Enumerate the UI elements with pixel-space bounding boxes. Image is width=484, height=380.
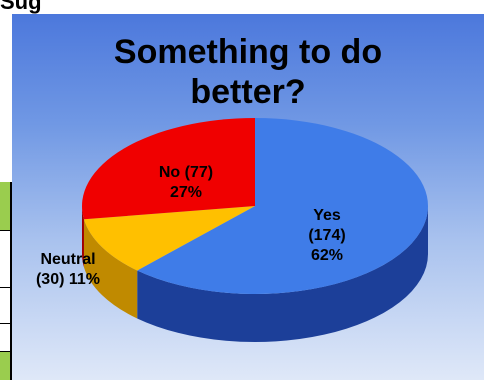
table-divider: [0, 323, 12, 324]
pie-side-neutral: [83, 219, 138, 319]
top-strip: Sug: [0, 0, 484, 14]
chart-title-line-2: better?: [190, 73, 306, 111]
chart-title-line-1: Something to do: [113, 33, 383, 71]
slice-label-line: Yes: [313, 207, 341, 224]
table-cell: [0, 182, 12, 230]
pie-slice-no: [82, 118, 255, 220]
chart-title: Something to do better?: [12, 32, 484, 112]
slice-label-line: 27%: [170, 184, 202, 201]
slice-label-yes: Yes (174) 62%: [308, 207, 345, 264]
table-divider: [0, 287, 12, 288]
pie-side-no: [82, 206, 84, 268]
slice-label-neutral: Neutral (30) 11%: [36, 251, 100, 288]
table-cell: [0, 231, 12, 287]
chart-panel: Something to do better? Yes (174) 62% Neutr…: [12, 14, 484, 380]
slice-label-no: No (77) 27%: [159, 164, 213, 201]
table-cell: [0, 324, 12, 351]
slice-label-line: (30) 11%: [36, 271, 100, 288]
pie-chart: Yes (174) 62% Neutral (30) 11% No (77) 27%: [36, 118, 428, 342]
table-divider: [0, 351, 12, 352]
left-table-edge: [0, 182, 12, 380]
slice-label-line: 62%: [311, 247, 343, 264]
slice-label-line: (174): [308, 227, 345, 244]
pie-slice-neutral: [83, 206, 255, 271]
table-cell: [0, 288, 12, 323]
pie-slice-yes: [137, 118, 428, 295]
pie-side-yes: [137, 206, 428, 342]
table-divider: [0, 230, 12, 231]
slice-label-line: No (77): [159, 164, 213, 181]
slice-label-line: Neutral: [40, 251, 95, 268]
cut-off-heading: Sug: [0, 0, 42, 14]
table-cell: [0, 352, 12, 380]
